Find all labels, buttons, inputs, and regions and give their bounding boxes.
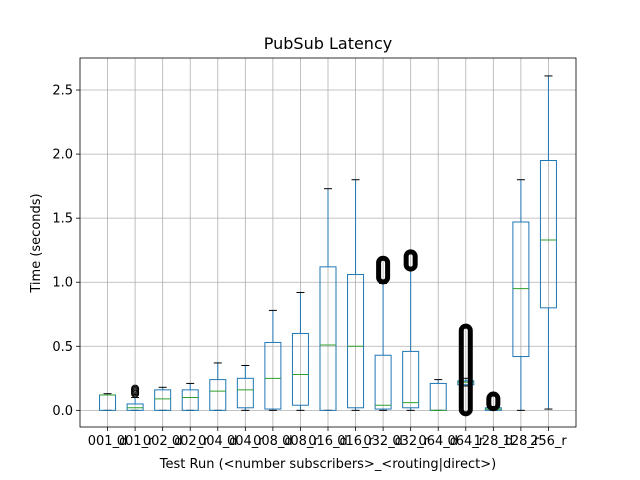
box-002_d xyxy=(154,386,172,411)
y-tick-label: 1.0 xyxy=(52,276,73,291)
box-iqr xyxy=(209,379,227,411)
x-tick-label: 008_d xyxy=(253,434,293,449)
x-tick-label: 004_d xyxy=(198,434,238,449)
box-iqr xyxy=(181,389,199,411)
plot-frame xyxy=(79,57,577,428)
box-plots xyxy=(99,75,557,417)
box-032_r xyxy=(402,249,420,411)
box-064_r xyxy=(457,323,475,417)
y-tick-label: 1.5 xyxy=(52,212,73,227)
box-004_d xyxy=(209,362,227,411)
x-tick-label: 002_d xyxy=(143,434,183,449)
box-iqr xyxy=(291,332,309,406)
box-iqr xyxy=(347,274,365,409)
box-iqr xyxy=(264,341,282,410)
x-tick-label: 016_r xyxy=(337,434,374,449)
x-tick-label: 001_d xyxy=(88,434,128,449)
box-064_d xyxy=(429,379,447,411)
box-128_d xyxy=(484,391,502,412)
x-tick-label: 128_d xyxy=(474,434,514,449)
chart-title: PubSub Latency xyxy=(264,34,392,53)
x-tick-label: 064_r xyxy=(447,434,484,449)
box-032_d xyxy=(374,255,392,411)
y-tick-label: 0.0 xyxy=(52,404,73,419)
x-tick-label: 004_r xyxy=(227,434,264,449)
box-iqr xyxy=(126,403,144,411)
y-axis-label: Time (seconds) xyxy=(29,193,44,293)
x-tick-label: 008_r xyxy=(282,434,319,449)
box-iqr xyxy=(319,266,337,411)
y-tick-label: 0.5 xyxy=(52,340,73,355)
box-128_r xyxy=(512,179,530,411)
box-iqr xyxy=(374,354,392,410)
outlier-cluster xyxy=(458,323,473,417)
box-001_d xyxy=(99,393,117,411)
x-tick-label: 256_r xyxy=(530,434,567,449)
x-tick-label: 064_d xyxy=(418,434,458,449)
box-iqr xyxy=(539,160,557,309)
axes: 0.00.51.01.52.02.5001_d001_r002_d002_r00… xyxy=(52,57,577,449)
box-iqr xyxy=(236,377,254,409)
box-016_d xyxy=(319,188,337,411)
y-tick-label: 2.5 xyxy=(52,84,73,99)
x-tick-label: 016_d xyxy=(308,434,348,449)
outlier-cluster xyxy=(376,255,391,285)
x-tick-label: 128_r xyxy=(503,434,540,449)
box-016_r xyxy=(347,179,365,411)
box-002_r xyxy=(181,382,199,411)
x-tick-label: 001_r xyxy=(117,434,154,449)
x-tick-label: 032_r xyxy=(392,434,429,449)
box-iqr xyxy=(457,380,475,386)
x-tick-label: 032_d xyxy=(363,434,403,449)
x-axis-label: Test Run (<number subscribers>_<routing|… xyxy=(159,457,496,472)
outlier-cluster xyxy=(403,249,418,272)
box-008_r xyxy=(291,291,309,411)
box-256_r xyxy=(539,75,557,410)
box-001_r xyxy=(126,384,144,411)
outlier-point xyxy=(131,384,140,393)
box-iqr xyxy=(154,389,172,411)
box-004_r xyxy=(236,365,254,411)
box-iqr xyxy=(512,221,530,358)
outlier-cluster xyxy=(486,391,501,412)
box-iqr xyxy=(402,350,420,409)
box-008_d xyxy=(264,309,282,411)
y-tick-label: 2.0 xyxy=(52,148,73,163)
x-tick-label: 002_r xyxy=(172,434,209,449)
